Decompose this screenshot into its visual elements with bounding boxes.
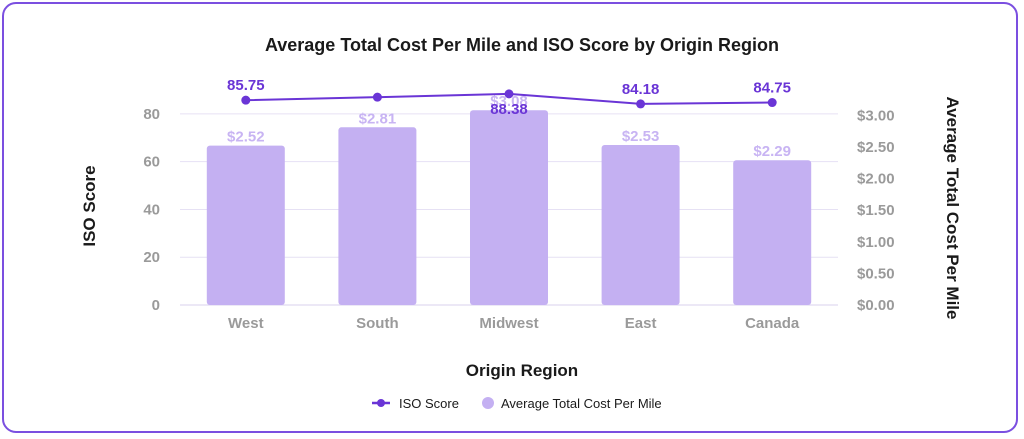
line-series: 85.75 88.38 84.18 84.75 — [227, 77, 791, 118]
line-data-label: 84.75 — [753, 80, 791, 97]
chart-title: Average Total Cost Per Mile and ISO Scor… — [265, 35, 779, 55]
x-tick-label: Canada — [745, 315, 800, 332]
line-data-label: 84.18 — [622, 81, 660, 98]
bar-data-label: $2.29 — [753, 143, 791, 160]
right-tick-label: $1.00 — [857, 234, 895, 251]
legend-item-cost-per-mile[interactable]: Average Total Cost Per Mile — [482, 396, 662, 411]
y-axis-right-title: Average Total Cost Per Mile — [943, 97, 962, 320]
legend-bar-swatch — [482, 397, 494, 409]
legend-label-cost-per-mile: Average Total Cost Per Mile — [501, 396, 662, 411]
line-point — [372, 92, 382, 102]
right-tick-label: $1.50 — [857, 202, 895, 219]
x-tick-label: Midwest — [479, 315, 538, 332]
x-tick-label: West — [228, 315, 264, 332]
right-tick-label: $0.00 — [857, 297, 895, 314]
bars: $2.52 $2.81 $3.08 $2.53 $2.29 — [206, 93, 812, 305]
x-tick-label: East — [625, 315, 657, 332]
right-axis-ticks: $0.00 $0.50 $1.00 $1.50 $2.00 $2.50 $3.00 — [857, 107, 895, 314]
right-tick-label: $0.50 — [857, 265, 895, 282]
right-tick-label: $2.00 — [857, 171, 895, 188]
line-point — [504, 89, 514, 99]
line-point — [241, 95, 251, 105]
line-data-label: 85.75 — [227, 77, 265, 94]
x-axis-title: Origin Region — [466, 361, 578, 380]
legend-item-iso-score[interactable]: ISO Score — [372, 396, 459, 411]
bar-data-label: $3.08 — [490, 93, 528, 110]
left-axis-ticks: 0 20 40 60 80 — [143, 106, 160, 314]
left-tick-label: 60 — [143, 154, 160, 171]
bar — [733, 160, 812, 305]
right-tick-label: $3.00 — [857, 107, 895, 124]
legend-line-marker — [377, 399, 385, 407]
bar-data-label: $2.52 — [227, 129, 265, 146]
left-tick-label: 20 — [143, 249, 160, 266]
line-point — [767, 98, 777, 108]
left-tick-label: 40 — [143, 201, 160, 218]
x-axis-ticks: West South Midwest East Canada — [228, 315, 800, 332]
bar — [601, 145, 680, 305]
bar — [206, 145, 285, 305]
bar — [470, 110, 548, 305]
line-point — [636, 99, 646, 109]
legend-label-iso-score: ISO Score — [399, 396, 459, 411]
bar-data-label: $2.53 — [622, 128, 660, 145]
x-tick-label: South — [356, 315, 399, 332]
left-tick-label: 0 — [152, 297, 160, 314]
legend: ISO Score Average Total Cost Per Mile — [372, 396, 662, 411]
bar — [338, 127, 417, 305]
y-axis-left-title: ISO Score — [80, 165, 99, 246]
bar-data-label: $2.81 — [359, 110, 397, 127]
right-tick-label: $2.50 — [857, 139, 895, 156]
left-tick-label: 80 — [143, 106, 160, 123]
line-data-label: 88.38 — [490, 101, 528, 118]
